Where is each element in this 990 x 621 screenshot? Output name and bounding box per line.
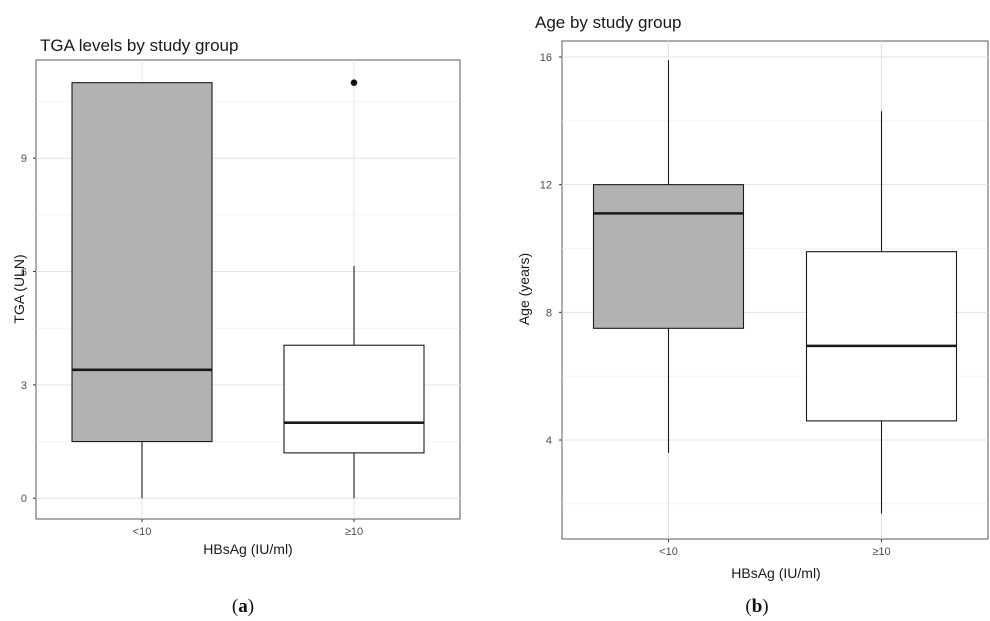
chart-panel-a: TGA levels by study group 0 3 6 9 <10 ≥10 TG…	[11, 36, 461, 617]
y-tick-label: 9	[21, 153, 27, 165]
y-axis-label-b: Age (years)	[516, 253, 532, 325]
x-tick-label: ≥10	[872, 546, 890, 558]
box-rect	[805, 251, 958, 422]
caption-b: (b)	[745, 596, 768, 617]
chart-title-b: Age by study group	[535, 13, 681, 32]
x-axis-label-a: HBsAg (IU/ml)	[203, 541, 292, 557]
y-tick-label: 8	[546, 307, 552, 319]
y-tick-label: 4	[546, 435, 552, 447]
plot-area-a	[35, 59, 461, 520]
box-rect	[592, 184, 745, 329]
y-axis-label-a: TGA (ULN)	[11, 254, 27, 323]
boxes-b	[592, 60, 958, 514]
x-tick-label: <10	[659, 546, 678, 558]
box-b-2	[805, 111, 958, 514]
plot-area-b	[561, 40, 989, 540]
y-tick-label: 6	[21, 267, 27, 279]
box-a-2	[283, 79, 425, 499]
y-tick-label: 3	[21, 380, 27, 392]
box-a-1	[71, 82, 213, 499]
y-tick-label: 0	[21, 493, 27, 505]
x-ticks-a: <10 ≥10	[133, 519, 363, 538]
caption-a: (a)	[232, 596, 254, 617]
chart-title-a: TGA levels by study group	[40, 36, 238, 55]
x-axis-label-b: HBsAg (IU/ml)	[731, 565, 820, 581]
box-rect	[283, 344, 425, 454]
x-tick-label: <10	[133, 526, 152, 538]
y-tick-label: 16	[540, 52, 552, 64]
x-ticks-b: <10 ≥10	[659, 539, 891, 558]
outlier-point	[350, 79, 358, 86]
box-rect	[71, 82, 213, 443]
x-tick-label: ≥10	[345, 526, 363, 538]
chart-panel-b: Age by study group 4 8 12 16 <10 ≥10 Age (ye…	[516, 13, 989, 617]
y-ticks-a: 0 3 6 9	[21, 153, 36, 505]
y-tick-label: 12	[540, 180, 552, 192]
boxes-a	[71, 79, 425, 499]
box-b-1	[592, 60, 745, 453]
y-ticks-b: 4 8 12 16	[540, 52, 562, 447]
